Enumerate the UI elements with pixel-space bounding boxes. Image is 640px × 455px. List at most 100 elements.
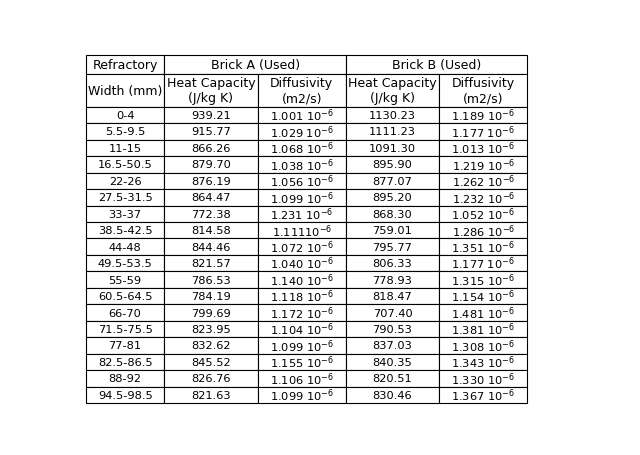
Bar xyxy=(257,222,346,239)
Text: Refractory: Refractory xyxy=(92,59,158,72)
Bar xyxy=(164,305,257,321)
Bar xyxy=(439,157,527,173)
Bar xyxy=(346,305,439,321)
Bar xyxy=(439,173,527,190)
Bar xyxy=(86,75,164,107)
Text: 823.95: 823.95 xyxy=(191,324,231,334)
Text: 94.5-98.5: 94.5-98.5 xyxy=(98,390,152,400)
Text: 1.099 10$^{-6}$: 1.099 10$^{-6}$ xyxy=(269,387,333,403)
Bar xyxy=(257,370,346,387)
Text: 1.189 10$^{-6}$: 1.189 10$^{-6}$ xyxy=(451,107,515,124)
Text: 830.46: 830.46 xyxy=(372,390,412,400)
Text: 772.38: 772.38 xyxy=(191,209,231,219)
Bar xyxy=(164,190,257,206)
Bar xyxy=(257,321,346,338)
Bar xyxy=(257,305,346,321)
Bar xyxy=(346,124,439,140)
Bar xyxy=(86,272,164,288)
Text: 832.62: 832.62 xyxy=(191,341,230,351)
Text: 818.47: 818.47 xyxy=(372,292,412,301)
Bar xyxy=(164,157,257,173)
Bar xyxy=(164,56,346,75)
Bar xyxy=(257,140,346,157)
Text: 939.21: 939.21 xyxy=(191,111,231,121)
Bar xyxy=(86,157,164,173)
Bar xyxy=(439,75,527,107)
Text: 1.177 10$^{-6}$: 1.177 10$^{-6}$ xyxy=(451,255,515,272)
Text: 864.47: 864.47 xyxy=(191,193,230,203)
Text: 33-37: 33-37 xyxy=(109,209,141,219)
Bar xyxy=(346,190,439,206)
Text: 1.351 10$^{-6}$: 1.351 10$^{-6}$ xyxy=(451,239,515,255)
Bar xyxy=(346,239,439,255)
Text: 915.77: 915.77 xyxy=(191,127,231,137)
Text: Width (mm): Width (mm) xyxy=(88,85,163,98)
Text: 0-4: 0-4 xyxy=(116,111,134,121)
Text: 1.072 10$^{-6}$: 1.072 10$^{-6}$ xyxy=(269,239,333,255)
Bar xyxy=(257,75,346,107)
Text: 1.038 10$^{-6}$: 1.038 10$^{-6}$ xyxy=(269,157,333,173)
Text: 1.315 10$^{-6}$: 1.315 10$^{-6}$ xyxy=(451,272,515,288)
Bar xyxy=(164,354,257,370)
Text: 88-92: 88-92 xyxy=(109,374,141,384)
Text: 1.262 10$^{-6}$: 1.262 10$^{-6}$ xyxy=(452,173,515,190)
Bar xyxy=(86,305,164,321)
Text: 778.93: 778.93 xyxy=(372,275,412,285)
Bar xyxy=(86,354,164,370)
Bar xyxy=(439,338,527,354)
Bar xyxy=(86,255,164,272)
Text: 895.20: 895.20 xyxy=(372,193,412,203)
Text: Diffusivity
(m2/s): Diffusivity (m2/s) xyxy=(452,77,515,105)
Text: 1.286 10$^{-6}$: 1.286 10$^{-6}$ xyxy=(452,222,515,239)
Text: 1.029 10$^{-6}$: 1.029 10$^{-6}$ xyxy=(270,124,333,141)
Bar xyxy=(346,173,439,190)
Bar xyxy=(86,190,164,206)
Text: 1091.30: 1091.30 xyxy=(369,144,416,153)
Bar xyxy=(164,222,257,239)
Text: 71.5-75.5: 71.5-75.5 xyxy=(98,324,152,334)
Text: 1.481 10$^{-6}$: 1.481 10$^{-6}$ xyxy=(451,304,515,321)
Bar xyxy=(164,239,257,255)
Text: 820.51: 820.51 xyxy=(372,374,412,384)
Bar xyxy=(86,173,164,190)
Bar xyxy=(346,107,439,124)
Bar xyxy=(346,370,439,387)
Text: 1.154 10$^{-6}$: 1.154 10$^{-6}$ xyxy=(451,288,515,305)
Bar xyxy=(346,354,439,370)
Text: 1.11110$^{-6}$: 1.11110$^{-6}$ xyxy=(271,222,332,239)
Bar xyxy=(86,140,164,157)
Text: 821.63: 821.63 xyxy=(191,390,231,400)
Text: 55-59: 55-59 xyxy=(109,275,141,285)
Bar xyxy=(164,370,257,387)
Bar xyxy=(346,140,439,157)
Bar xyxy=(164,288,257,305)
Bar xyxy=(86,321,164,338)
Bar xyxy=(346,387,439,403)
Text: 5.5-9.5: 5.5-9.5 xyxy=(105,127,145,137)
Bar xyxy=(346,75,439,107)
Bar xyxy=(257,387,346,403)
Text: 1.172 10$^{-6}$: 1.172 10$^{-6}$ xyxy=(269,304,333,321)
Bar xyxy=(257,338,346,354)
Bar xyxy=(164,338,257,354)
Bar xyxy=(164,107,257,124)
Text: 1.056 10$^{-6}$: 1.056 10$^{-6}$ xyxy=(269,173,333,190)
Text: 784.19: 784.19 xyxy=(191,292,231,301)
Text: 1.040 10$^{-6}$: 1.040 10$^{-6}$ xyxy=(269,255,333,272)
Text: 845.52: 845.52 xyxy=(191,357,231,367)
Text: 1.381 10$^{-6}$: 1.381 10$^{-6}$ xyxy=(451,321,515,338)
Text: 27.5-31.5: 27.5-31.5 xyxy=(98,193,152,203)
Text: 1.118 10$^{-6}$: 1.118 10$^{-6}$ xyxy=(269,288,333,305)
Text: 821.57: 821.57 xyxy=(191,258,231,268)
Bar xyxy=(257,124,346,140)
Text: 799.69: 799.69 xyxy=(191,308,231,318)
Bar xyxy=(346,222,439,239)
Text: 1111.23: 1111.23 xyxy=(369,127,416,137)
Text: 840.35: 840.35 xyxy=(372,357,412,367)
Bar xyxy=(86,107,164,124)
Bar xyxy=(346,272,439,288)
Bar xyxy=(164,124,257,140)
Bar xyxy=(257,288,346,305)
Text: 49.5-53.5: 49.5-53.5 xyxy=(98,258,152,268)
Text: 1.343 10$^{-6}$: 1.343 10$^{-6}$ xyxy=(451,354,515,370)
